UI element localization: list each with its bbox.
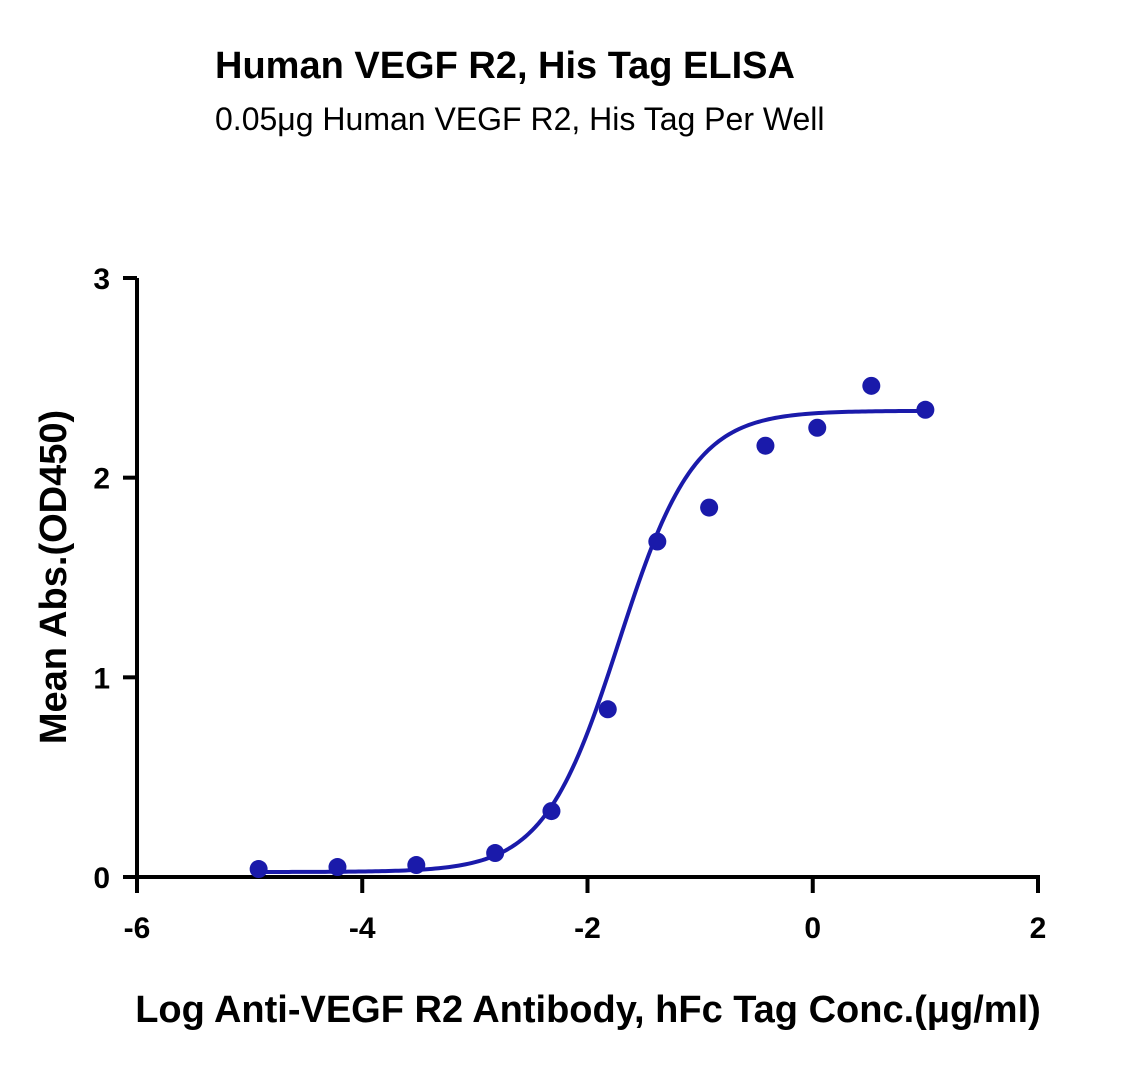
- data-point: [598, 700, 617, 719]
- data-point: [756, 436, 775, 455]
- y-tick-label: 0: [93, 862, 110, 895]
- y-tick-label: 3: [93, 263, 110, 296]
- data-points: [249, 376, 935, 879]
- data-point: [407, 856, 426, 875]
- data-point: [249, 860, 268, 879]
- y-tick-label: 1: [93, 662, 110, 695]
- chart-subtitle: 0.05μg Human VEGF R2, His Tag Per Well: [215, 101, 825, 137]
- y-tick-label: 2: [93, 463, 110, 496]
- fit-curve: [258, 408, 926, 874]
- data-point: [700, 498, 719, 517]
- x-tick-label: 2: [1030, 912, 1047, 945]
- x-ticks: -6 -4 -2 0 2: [124, 877, 1047, 945]
- x-tick-label: -2: [574, 912, 601, 945]
- plot-area: 0 1 2 3 -6 -4 -2 0 2: [93, 263, 1046, 945]
- x-tick-label: -4: [349, 912, 376, 945]
- data-point: [542, 802, 561, 821]
- x-axis-label: Log Anti-VEGF R2 Antibody, hFc Tag Conc.…: [135, 989, 1041, 1031]
- x-tick-label: 0: [804, 912, 821, 945]
- data-point: [916, 400, 935, 419]
- y-ticks: 0 1 2 3: [93, 263, 137, 895]
- data-point: [648, 532, 667, 551]
- data-point: [328, 858, 347, 877]
- chart-title: Human VEGF R2, His Tag ELISA: [215, 45, 795, 87]
- x-tick-label: -6: [124, 912, 151, 945]
- y-axis-label: Mean Abs.(OD450): [33, 410, 75, 744]
- data-point: [808, 418, 827, 437]
- data-point: [862, 376, 881, 395]
- data-point: [486, 844, 505, 863]
